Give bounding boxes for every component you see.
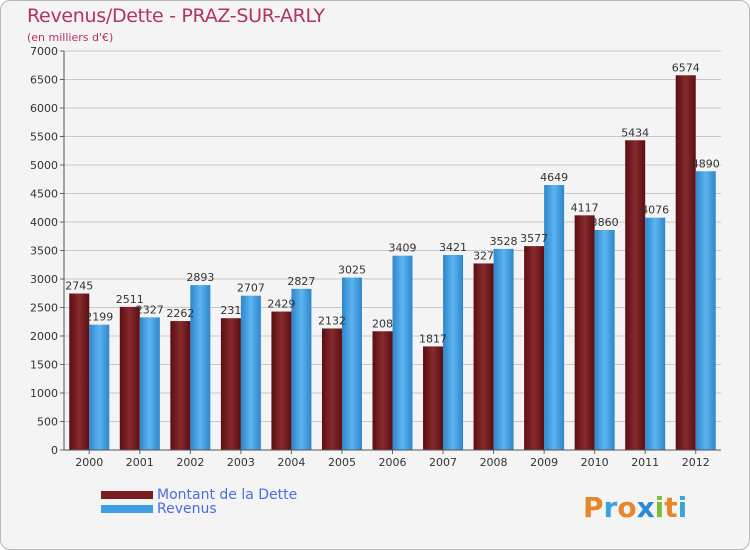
bar-revenus: [594, 229, 615, 450]
x-tick-label: 2007: [429, 456, 457, 469]
y-tick-label: 500: [37, 416, 58, 429]
data-label: 3409: [389, 242, 417, 255]
bar-revenus: [544, 185, 565, 450]
data-label: 4890: [692, 157, 720, 170]
y-tick-label: 3000: [30, 273, 58, 286]
data-label: 4076: [641, 204, 669, 217]
legend-swatch-revenus: [101, 505, 153, 513]
bar-dette: [372, 331, 393, 450]
data-label: 2262: [166, 307, 194, 320]
bar-dette: [574, 215, 595, 450]
logo-letter: r: [603, 491, 618, 524]
x-tick-label: 2011: [631, 456, 659, 469]
data-label: 3577: [520, 232, 548, 245]
data-label: 3025: [338, 264, 366, 277]
data-label: 2327: [136, 303, 164, 316]
x-tick-label: 2000: [75, 456, 103, 469]
logo-letter: i: [654, 491, 665, 524]
legend-label-dette: Montant de la Dette: [157, 487, 298, 503]
data-label: 5434: [621, 126, 649, 139]
bar-revenus: [695, 171, 716, 450]
logo-letter: t: [664, 491, 678, 524]
data-label: 6574: [672, 61, 700, 74]
data-label: 2827: [287, 275, 315, 288]
data-label: 2132: [318, 314, 346, 327]
bar-dette: [625, 140, 646, 450]
x-tick-label: 2009: [530, 456, 558, 469]
legend-swatch-dette: [101, 491, 153, 499]
bar-revenus: [240, 295, 261, 450]
proxiti-logo: Proxiti: [583, 491, 687, 524]
data-label: 2893: [186, 271, 214, 284]
bar-revenus: [443, 255, 464, 450]
bar-dette: [271, 311, 292, 450]
bar-revenus: [89, 324, 110, 450]
data-label: 327: [473, 249, 494, 262]
y-tick-label: 4000: [30, 216, 58, 229]
y-tick-label: 6500: [30, 74, 58, 87]
data-label: 1817: [419, 332, 447, 345]
legend-item-revenus: Revenus: [101, 501, 217, 517]
y-tick-label: 1500: [30, 359, 58, 372]
bar-revenus: [645, 217, 666, 450]
data-label: 2707: [237, 282, 265, 295]
bar-dette: [675, 75, 696, 451]
y-tick-label: 2500: [30, 302, 58, 315]
data-label: 208: [372, 317, 393, 330]
data-label: 3860: [591, 216, 619, 229]
data-label: 2511: [116, 293, 144, 306]
x-tick-label: 2004: [277, 456, 305, 469]
x-tick-label: 2002: [176, 456, 204, 469]
y-tick-label: 1000: [30, 387, 58, 400]
x-tick-label: 2005: [328, 456, 356, 469]
x-tick-label: 2008: [480, 456, 508, 469]
logo-letter: i: [677, 491, 688, 524]
logo-letter: o: [617, 491, 637, 524]
bar-dette: [170, 321, 191, 450]
legend-label-revenus: Revenus: [157, 501, 217, 517]
y-tick-label: 4500: [30, 188, 58, 201]
x-tick-label: 2012: [682, 456, 710, 469]
bar-dette: [473, 263, 494, 450]
y-tick-label: 6000: [30, 102, 58, 115]
bar-dette: [220, 318, 241, 450]
data-label: 2199: [85, 311, 113, 324]
data-label: 3421: [439, 241, 467, 254]
data-label: 231: [220, 304, 241, 317]
bar-revenus: [341, 277, 362, 450]
bar-revenus: [139, 317, 160, 450]
bar-revenus: [190, 285, 211, 450]
data-label: 2429: [267, 298, 295, 311]
y-tick-label: 7000: [30, 45, 58, 58]
bar-dette: [69, 293, 90, 450]
x-tick-label: 2001: [126, 456, 154, 469]
y-tick-label: 0: [51, 444, 58, 457]
y-tick-label: 5000: [30, 159, 58, 172]
bar-revenus: [392, 255, 413, 450]
y-tick-label: 3500: [30, 245, 58, 258]
data-label: 4117: [571, 201, 599, 214]
x-tick-label: 2006: [379, 456, 407, 469]
legend-item-dette: Montant de la Dette: [101, 487, 298, 503]
bar-revenus: [493, 248, 514, 450]
bar-dette: [423, 346, 444, 450]
bar-dette: [524, 246, 545, 450]
x-tick-label: 2010: [581, 456, 609, 469]
logo-letter: P: [583, 491, 604, 524]
data-label: 4649: [540, 171, 568, 184]
bar-dette: [321, 328, 342, 450]
chart-title: Revenus/Dette - PRAZ-SUR-ARLY: [27, 5, 325, 27]
data-label: 3528: [490, 235, 518, 248]
x-tick-label: 2003: [227, 456, 255, 469]
bar-revenus: [291, 288, 312, 450]
bar-dette: [119, 306, 140, 450]
logo-letter: x: [636, 491, 655, 524]
data-label: 2745: [65, 280, 93, 293]
y-tick-label: 5500: [30, 131, 58, 144]
chart-subtitle: (en milliers d'€): [27, 31, 114, 44]
y-tick-label: 2000: [30, 330, 58, 343]
